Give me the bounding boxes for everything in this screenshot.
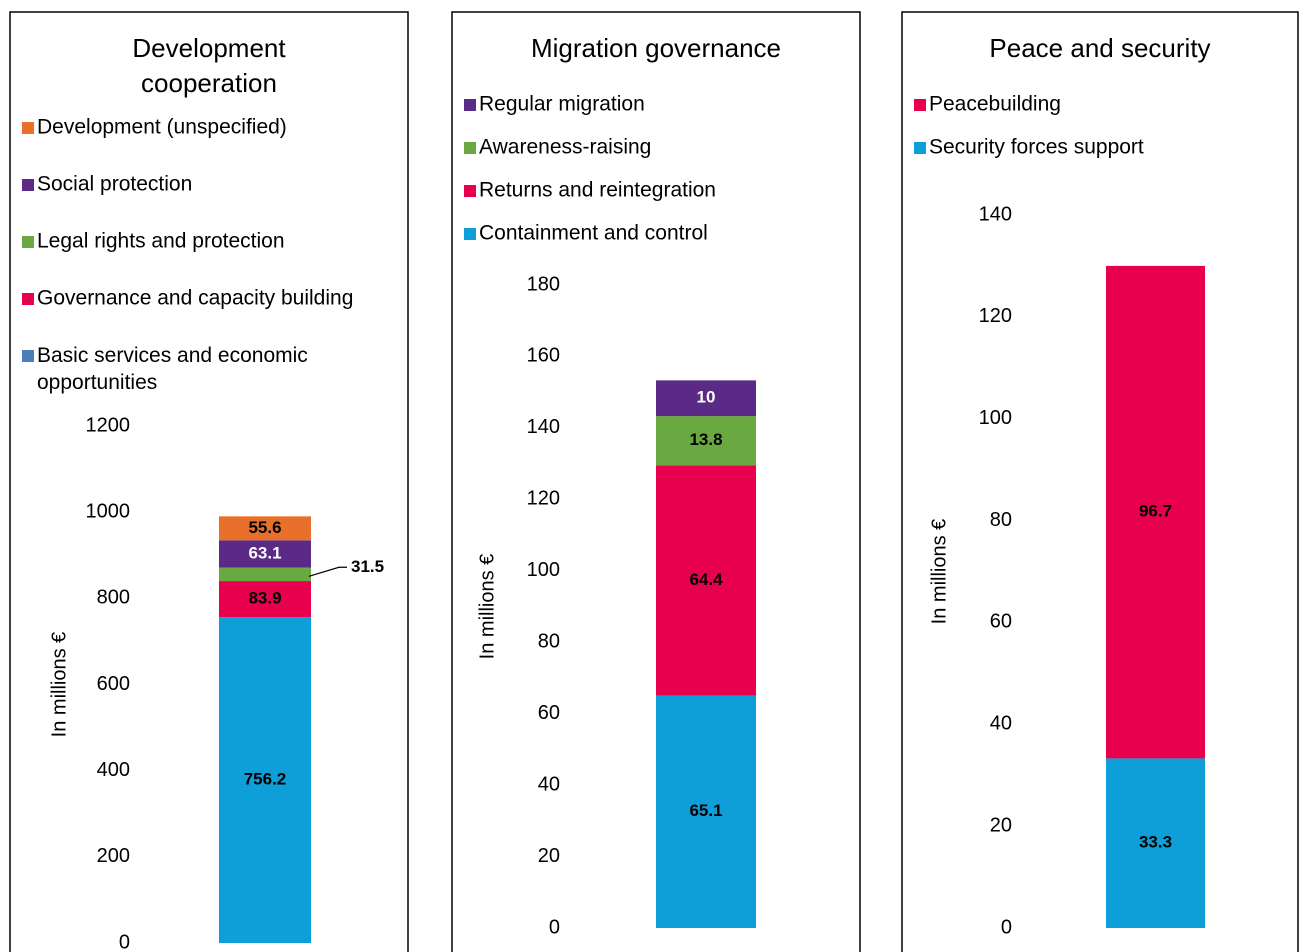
data-label: 31.5 bbox=[351, 557, 384, 576]
bar-segment bbox=[656, 416, 756, 466]
legend-swatch bbox=[464, 142, 476, 154]
panel-border bbox=[9, 11, 409, 952]
bar-segment bbox=[656, 695, 756, 928]
y-tick-label: 800 bbox=[97, 587, 130, 609]
y-tick-label: 60 bbox=[990, 611, 1012, 633]
y-tick-label: 140 bbox=[979, 203, 1012, 225]
data-label: 10 bbox=[697, 388, 716, 407]
legend-label: Returns and reintegration bbox=[479, 179, 716, 202]
y-tick-label: 0 bbox=[1001, 916, 1012, 938]
legend-label: Legal rights and protection bbox=[37, 230, 285, 253]
y-tick-label: 80 bbox=[538, 631, 560, 653]
chart-title: Development cooperation bbox=[132, 33, 286, 98]
y-tick-label: 40 bbox=[538, 773, 560, 795]
y-tick-label: 600 bbox=[97, 673, 130, 695]
data-label: 64.4 bbox=[689, 570, 723, 589]
y-tick-label: 160 bbox=[527, 345, 560, 367]
legend-label: Development (unspecified) bbox=[37, 116, 287, 139]
y-tick-label: 120 bbox=[979, 305, 1012, 327]
data-label: 756.2 bbox=[244, 770, 287, 789]
data-label: 96.7 bbox=[1139, 502, 1172, 521]
data-label: 65.1 bbox=[689, 801, 722, 820]
bar-segment bbox=[219, 516, 311, 541]
data-label: 55.6 bbox=[248, 518, 281, 537]
chart-panel: Peace and security Peacebuilding Security … bbox=[901, 11, 1299, 952]
bar-segment bbox=[656, 380, 756, 417]
y-axis-label: In millions € bbox=[48, 632, 70, 738]
y-tick-label: 100 bbox=[979, 407, 1012, 429]
panel-border bbox=[451, 11, 861, 952]
chart-panel: Migration governance Regular migration Awa… bbox=[451, 11, 861, 952]
legend-swatch bbox=[464, 228, 476, 240]
chart-panel: Development cooperation Development (unspe… bbox=[9, 11, 409, 952]
y-tick-label: 120 bbox=[527, 488, 560, 510]
legend-label: Security forces support bbox=[929, 136, 1144, 159]
bar-segment bbox=[219, 581, 311, 618]
data-label: 13.8 bbox=[689, 430, 722, 449]
bar-segment bbox=[219, 567, 311, 582]
legend-label: Peacebuilding bbox=[929, 93, 1061, 116]
bar-segment bbox=[219, 540, 311, 568]
y-tick-label: 1000 bbox=[86, 500, 131, 522]
bar-segment bbox=[656, 465, 756, 696]
bar-segment bbox=[1106, 265, 1205, 759]
data-label: 83.9 bbox=[248, 589, 281, 608]
chart-title: Migration governance bbox=[531, 33, 781, 63]
y-tick-label: 100 bbox=[527, 559, 560, 581]
y-axis-label: In millions € bbox=[476, 554, 498, 660]
legend-label: Basic services and economic opportunities bbox=[37, 344, 308, 394]
bar-segment bbox=[1106, 758, 1205, 928]
panel-border bbox=[901, 11, 1299, 952]
legend-swatch bbox=[22, 236, 34, 248]
y-tick-label: 400 bbox=[97, 759, 130, 781]
y-tick-label: 200 bbox=[97, 845, 130, 867]
leader-line bbox=[308, 566, 347, 577]
bar-segment bbox=[219, 617, 311, 943]
legend-label: Social protection bbox=[37, 173, 192, 196]
legend-swatch bbox=[464, 99, 476, 111]
data-label: 63.1 bbox=[248, 543, 281, 562]
y-tick-label: 1200 bbox=[86, 414, 131, 436]
legend-swatch bbox=[22, 179, 34, 191]
chart-title: Peace and security bbox=[989, 33, 1210, 63]
legend-swatch bbox=[914, 142, 926, 154]
y-axis-label: In millions € bbox=[928, 519, 950, 625]
legend-swatch bbox=[22, 122, 34, 134]
legend-swatch bbox=[464, 185, 476, 197]
y-tick-label: 60 bbox=[538, 702, 560, 724]
data-label: 33.3 bbox=[1139, 833, 1172, 852]
legend-label: Regular migration bbox=[479, 93, 645, 116]
legend-label: Containment and control bbox=[479, 222, 708, 245]
y-tick-label: 140 bbox=[527, 416, 560, 438]
legend-swatch bbox=[914, 99, 926, 111]
y-tick-label: 180 bbox=[527, 273, 560, 295]
legend-label: Governance and capacity building bbox=[37, 287, 353, 310]
legend-label: Awareness-raising bbox=[479, 136, 651, 159]
y-tick-label: 20 bbox=[990, 814, 1012, 836]
y-tick-label: 0 bbox=[119, 931, 130, 952]
y-tick-label: 40 bbox=[990, 713, 1012, 735]
legend-swatch bbox=[22, 293, 34, 305]
y-tick-label: 80 bbox=[990, 509, 1012, 531]
legend-swatch bbox=[22, 350, 34, 362]
y-tick-label: 20 bbox=[538, 845, 560, 867]
y-tick-label: 0 bbox=[549, 916, 560, 938]
